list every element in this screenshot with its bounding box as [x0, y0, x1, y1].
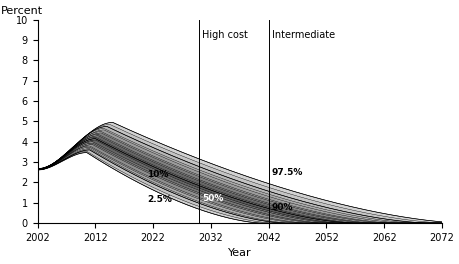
Text: 50%: 50%	[202, 194, 223, 203]
Text: Percent: Percent	[1, 6, 43, 16]
Text: High cost: High cost	[202, 30, 247, 40]
Text: Intermediate: Intermediate	[271, 30, 334, 40]
Text: 10%: 10%	[147, 170, 168, 179]
Text: 2.5%: 2.5%	[147, 195, 172, 204]
Text: 90%: 90%	[271, 203, 292, 213]
Text: 97.5%: 97.5%	[271, 168, 302, 177]
X-axis label: Year: Year	[228, 248, 251, 258]
